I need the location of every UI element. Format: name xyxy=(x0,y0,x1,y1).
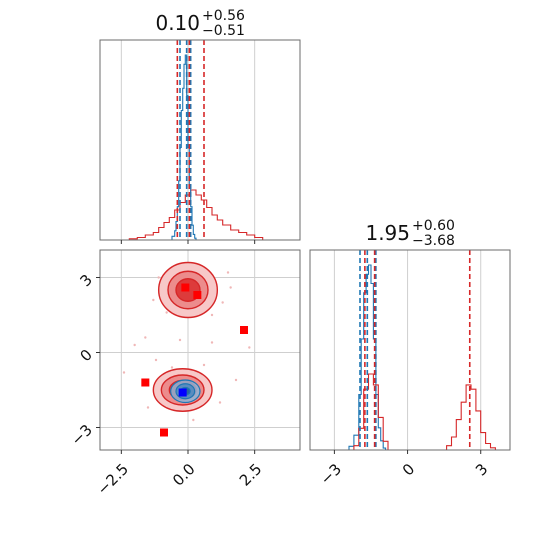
x-tick-label: 0 xyxy=(399,460,418,479)
scatter-point xyxy=(178,338,182,342)
y-tick-label: −3 xyxy=(68,421,96,449)
x-tick-label: −2.5 xyxy=(94,460,132,498)
title-value: 1.95 xyxy=(365,221,410,245)
panel-title: 1.95 +0.60−3.68 xyxy=(365,218,454,249)
scatter-point xyxy=(210,341,214,344)
scatter-point xyxy=(210,313,214,317)
red-marker xyxy=(141,378,150,387)
scatter-point xyxy=(202,363,206,367)
red-histogram-param2 xyxy=(349,373,496,450)
blue-histogram-param1 xyxy=(169,54,197,240)
scatter-point xyxy=(133,343,136,347)
x-tick-label: −3 xyxy=(317,460,345,488)
scatter-point xyxy=(165,311,168,314)
scatter-point xyxy=(152,298,155,302)
red-marker xyxy=(193,291,202,299)
scatter-point xyxy=(122,371,126,374)
blue-histogram-param2 xyxy=(344,264,387,450)
panel-frame-param2 xyxy=(309,249,511,451)
y-tick-label: 0 xyxy=(77,346,96,365)
x-tick-label: 3 xyxy=(472,460,491,479)
title-lower-error: −3.68 xyxy=(412,233,455,249)
scatter-point xyxy=(154,358,158,362)
title-upper-error: +0.60 xyxy=(412,218,455,234)
scatter-point xyxy=(226,271,230,274)
title-value: 0.10 xyxy=(155,11,200,35)
red-marker xyxy=(160,428,168,437)
panel-frame-joint xyxy=(99,249,301,451)
scatter-point xyxy=(146,406,150,409)
x-tick-label: 2.5 xyxy=(236,460,266,490)
scatter-point xyxy=(192,418,195,422)
scatter-point xyxy=(144,336,147,339)
title-lower-error: −0.51 xyxy=(202,23,245,39)
red-marker xyxy=(181,283,190,292)
scatter-point xyxy=(234,378,238,382)
scatter-point xyxy=(170,366,174,369)
scatter-point xyxy=(248,346,251,349)
y-tick-label: 3 xyxy=(77,271,96,290)
blue-marker xyxy=(178,388,187,397)
red-marker xyxy=(240,326,248,334)
scatter-point xyxy=(218,401,222,404)
panel-frame-param1 xyxy=(99,39,301,241)
joint-density-panel xyxy=(122,261,251,437)
scatter-point xyxy=(229,286,232,289)
panel-title: 0.10 +0.56−0.51 xyxy=(155,8,245,39)
scatter-point xyxy=(221,301,224,304)
title-upper-error: +0.56 xyxy=(202,8,245,24)
x-tick-label: 0.0 xyxy=(169,460,199,490)
scatter-point xyxy=(157,276,160,279)
